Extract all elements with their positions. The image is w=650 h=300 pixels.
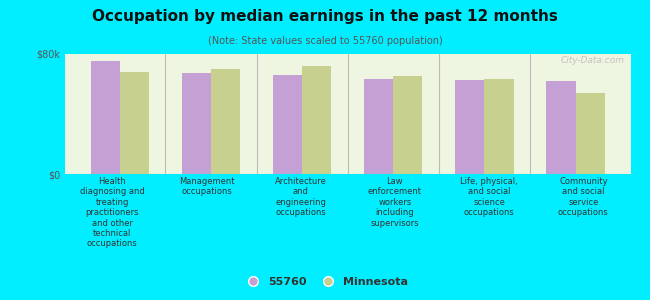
Text: Law
enforcement
workers
including
supervisors: Law enforcement workers including superv… bbox=[368, 177, 422, 228]
Text: Community
and social
service
occupations: Community and social service occupations bbox=[558, 177, 609, 217]
Text: Health
diagnosing and
treating
practitioners
and other
technical
occupations: Health diagnosing and treating practitio… bbox=[80, 177, 144, 248]
Text: City-Data.com: City-Data.com bbox=[561, 56, 625, 65]
Bar bbox=[211, 69, 240, 174]
Bar bbox=[120, 72, 149, 174]
Text: Occupation by median earnings in the past 12 months: Occupation by median earnings in the pas… bbox=[92, 9, 558, 24]
Bar bbox=[273, 75, 302, 174]
Text: (Note: State values scaled to 55760 population): (Note: State values scaled to 55760 popu… bbox=[207, 36, 443, 46]
Bar bbox=[484, 80, 514, 174]
Bar bbox=[393, 76, 422, 174]
Text: Life, physical,
and social
science
occupations: Life, physical, and social science occup… bbox=[460, 177, 518, 217]
Text: Management
occupations: Management occupations bbox=[179, 177, 234, 197]
Bar bbox=[91, 61, 120, 174]
Bar bbox=[182, 74, 211, 174]
Bar bbox=[364, 79, 393, 174]
Text: Architecture
and
engineering
occupations: Architecture and engineering occupations bbox=[275, 177, 326, 217]
Legend: 55760, Minnesota: 55760, Minnesota bbox=[238, 273, 412, 291]
Bar bbox=[576, 93, 604, 174]
Bar bbox=[302, 66, 332, 174]
Bar bbox=[547, 81, 576, 174]
Bar bbox=[455, 80, 484, 174]
